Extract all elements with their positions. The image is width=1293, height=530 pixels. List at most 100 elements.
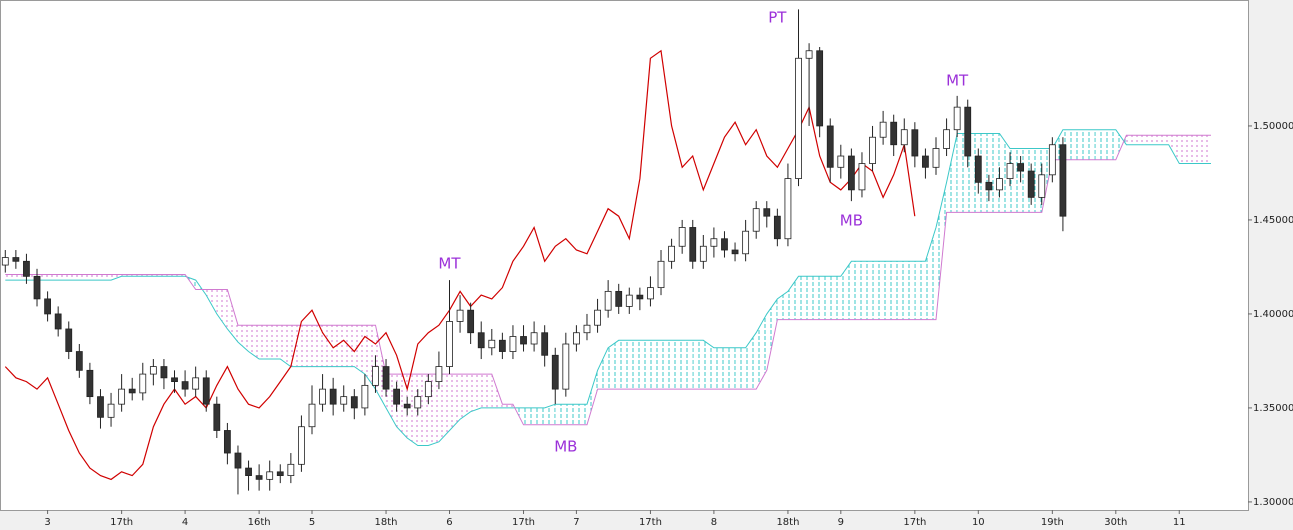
cloud-fill <box>745 332 757 390</box>
candle-body <box>551 354 559 390</box>
cloud-fill <box>1147 135 1159 145</box>
cloud-fill <box>925 227 936 320</box>
cloud-fill <box>1105 129 1116 160</box>
cloud-fill <box>713 347 725 390</box>
cloud-fill <box>1158 135 1169 145</box>
cloud-fill <box>819 276 831 320</box>
candle-body <box>192 377 200 390</box>
candle-body <box>329 388 337 405</box>
span-b-line <box>5 134 1211 426</box>
candle-body <box>456 309 464 322</box>
candle-body <box>107 403 115 418</box>
cloud-fill <box>999 133 1011 213</box>
candle-body <box>911 129 919 157</box>
cloud-fill <box>206 289 217 314</box>
cloud-fill <box>1115 129 1127 160</box>
x-tick-label: 8 <box>711 517 717 528</box>
candle-body <box>171 377 178 383</box>
cloud-fill <box>904 261 915 320</box>
x-tick-label: 17th <box>903 517 926 528</box>
candle-body <box>498 339 506 352</box>
cloud-fill <box>216 289 228 329</box>
candle-body <box>488 339 496 349</box>
candle-body <box>139 373 147 394</box>
cloud-fill <box>798 276 810 320</box>
cloud-fill <box>735 347 746 390</box>
candle-body <box>731 249 739 255</box>
candle-body <box>678 227 686 247</box>
cloud-fill <box>830 276 841 320</box>
cloud-fill <box>586 370 598 425</box>
candle-body <box>837 155 845 168</box>
candle-body <box>816 50 824 127</box>
cloud-fill <box>523 407 535 425</box>
x-tick-label: 7 <box>573 517 579 528</box>
candle-body <box>996 178 1003 191</box>
cloud-fill <box>914 261 926 320</box>
y-tick-label: 1.30000 <box>1253 497 1293 508</box>
cloud-fill <box>661 340 672 390</box>
candle-body <box>435 366 443 383</box>
candle-body <box>202 377 210 405</box>
cloud-fill <box>481 374 492 408</box>
candle-body <box>467 309 475 334</box>
cloud-fill <box>618 340 630 390</box>
candle-body <box>44 298 51 315</box>
candle-body <box>647 287 654 300</box>
candle-body <box>795 57 802 179</box>
cloud-fill <box>1200 135 1211 164</box>
cloud-fill <box>301 325 312 367</box>
cloud-fill <box>544 404 556 425</box>
cloud-fill <box>756 313 767 390</box>
candle-body <box>54 313 62 330</box>
cloud-fill <box>449 374 461 431</box>
y-tick-label: 1.40000 <box>1253 309 1293 320</box>
candle-body <box>1006 163 1014 179</box>
candle-body <box>953 106 961 131</box>
candle-body <box>858 163 866 191</box>
cloud-fill <box>576 404 587 425</box>
cloud-fill <box>1126 135 1137 145</box>
candle-body <box>1038 174 1046 198</box>
candle-body <box>964 106 972 157</box>
cloud-fill <box>534 407 545 425</box>
cloud-fill <box>195 280 207 296</box>
candle-body <box>752 208 760 232</box>
candle-body <box>784 178 792 240</box>
cloud-fill <box>639 340 651 390</box>
candle-body <box>541 332 549 356</box>
candle-body <box>382 366 390 390</box>
candle-body <box>350 396 358 409</box>
cloud-fill <box>438 374 450 442</box>
candle-body <box>668 245 675 262</box>
cloud-fill <box>1010 148 1021 213</box>
x-tick-label: 17th <box>639 517 662 528</box>
candle-body <box>721 238 728 251</box>
cloud-fill <box>671 340 683 390</box>
candle-body <box>1048 144 1056 176</box>
y-tick-label: 1.50000 <box>1253 121 1293 132</box>
candle-body <box>615 290 623 307</box>
cloud-fill <box>47 274 59 281</box>
candle-body <box>245 467 252 476</box>
candle-body <box>625 294 633 307</box>
candle-body <box>393 388 401 405</box>
candle-body <box>943 129 950 149</box>
cloud-fill <box>1136 135 1148 145</box>
candle-body <box>594 309 601 326</box>
x-tick-label: 18th <box>375 517 398 528</box>
candle-body <box>276 471 284 476</box>
annotation: MB <box>554 437 577 455</box>
cloud-fill <box>1084 129 1095 160</box>
candle-body <box>636 294 644 300</box>
annotation: MT <box>438 254 461 272</box>
cloud-fill <box>703 340 714 390</box>
cloud-fill <box>555 404 566 425</box>
x-tick-label: 4 <box>182 517 188 528</box>
cloud-fill <box>787 276 799 320</box>
cloud-fill <box>1073 129 1085 160</box>
candle-body <box>223 430 231 454</box>
candle-body <box>414 396 422 409</box>
